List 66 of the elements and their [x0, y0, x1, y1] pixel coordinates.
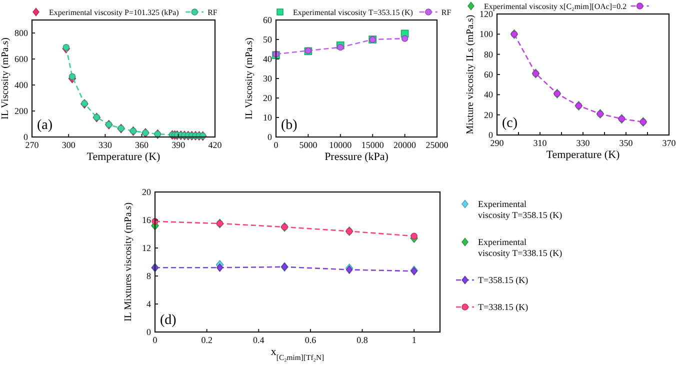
x-tick-label: 300 [62, 140, 76, 150]
y-tick-label: 800 [14, 28, 28, 38]
y-tick-label: 600 [14, 54, 28, 64]
x-tick-label: 330 [98, 140, 112, 150]
x-axis-title: x$_{[C₂mim][Tf₂N]}$ [270, 346, 324, 362]
x-axis-title: Temperature (K) [546, 149, 620, 161]
y-tick-label: 400 [14, 80, 28, 90]
y-tick-label: 0 [488, 130, 494, 140]
legend-label: T=358.15 (K) [478, 275, 528, 285]
y-tick-label: 40 [263, 54, 272, 64]
x-tick-label: 0.4 [253, 335, 265, 345]
x-tick-label: 15000 [361, 140, 384, 150]
x-tick-label: 0 [274, 140, 279, 150]
x-tick-label: 10000 [329, 140, 352, 150]
legend-label: Experimental viscosity T=338.15 (K) [478, 237, 562, 258]
annotation: (c) [502, 116, 518, 131]
y-axis-title: IL Viscosity (mPa.s) [0, 38, 11, 120]
y-tick-label: 200 [14, 106, 28, 116]
y-tick-label: 10 [263, 112, 272, 122]
x-tick-label: 290 [490, 138, 504, 148]
x-axis-title: Pressure (kPa) [324, 151, 389, 163]
x-tick-label: 360 [135, 140, 150, 150]
legend-label: Experimental viscosity T=358.15 (K) [478, 199, 562, 220]
y-tick-label: 0 [146, 327, 152, 337]
y-axis-title: Mixture viscosity ILs (mPa.s) [465, 14, 476, 134]
legend-label: Experimental viscosity P=101.325 (kPa) [49, 8, 180, 17]
legend-label: Experimental viscosity T=353.15 (K) [293, 8, 414, 17]
y-tick-label: 20 [484, 110, 494, 120]
y-tick-label: 12 [142, 243, 151, 253]
y-tick-label: 60 [263, 15, 272, 25]
legend-label: RF [441, 8, 452, 17]
y-tick-label: 100 [480, 29, 494, 40]
y-tick-label: 30 [263, 74, 272, 84]
annotation: (b) [281, 118, 298, 133]
annotation: (d) [160, 313, 177, 328]
legend-label: T=338.15 (K) [478, 302, 528, 312]
y-tick-label: 50 [263, 34, 272, 44]
legend-label: Experimental viscosity x[C₂mim][OAc]=0.2 [484, 2, 627, 11]
y-axis-title: IL Mixtures viscosity (mPa.s) [123, 202, 134, 322]
x-tick-label: 1 [412, 335, 416, 345]
x-tick-label: 390 [172, 140, 186, 150]
x-tick-label: 5000 [299, 140, 318, 150]
y-tick-label: 20 [142, 187, 152, 197]
y-tick-label: 80 [484, 49, 494, 60]
x-tick-label: 370 [662, 138, 676, 148]
x-tick-label: 20000 [394, 140, 417, 150]
x-tick-label: 330 [576, 138, 590, 148]
x-tick-label: 0.6 [304, 335, 317, 345]
x-tick-label: 310 [533, 138, 548, 148]
x-tick-label: 0.8 [356, 335, 368, 345]
y-tick-label: 120 [480, 9, 494, 19]
y-tick-label: 8 [146, 271, 152, 281]
y-tick-label: 40 [484, 90, 494, 100]
x-axis-title: Temperature (K) [86, 151, 161, 163]
x-tick-label: 0.2 [201, 335, 212, 345]
y-tick-label: 4 [146, 299, 152, 309]
legend-label: RF [208, 8, 218, 17]
y-tick-label: 16 [142, 215, 152, 225]
y-tick-label: 60 [484, 70, 494, 80]
x-tick-label: 420 [208, 140, 222, 150]
x-tick-label: 270 [25, 140, 40, 150]
y-axis-title: IL Viscosity (mPa.s) [244, 38, 255, 120]
x-tick-label: 350 [619, 138, 634, 148]
annotation: (a) [37, 118, 53, 133]
y-tick-label: 20 [263, 93, 272, 103]
x-tick-label: 25000 [426, 140, 449, 150]
